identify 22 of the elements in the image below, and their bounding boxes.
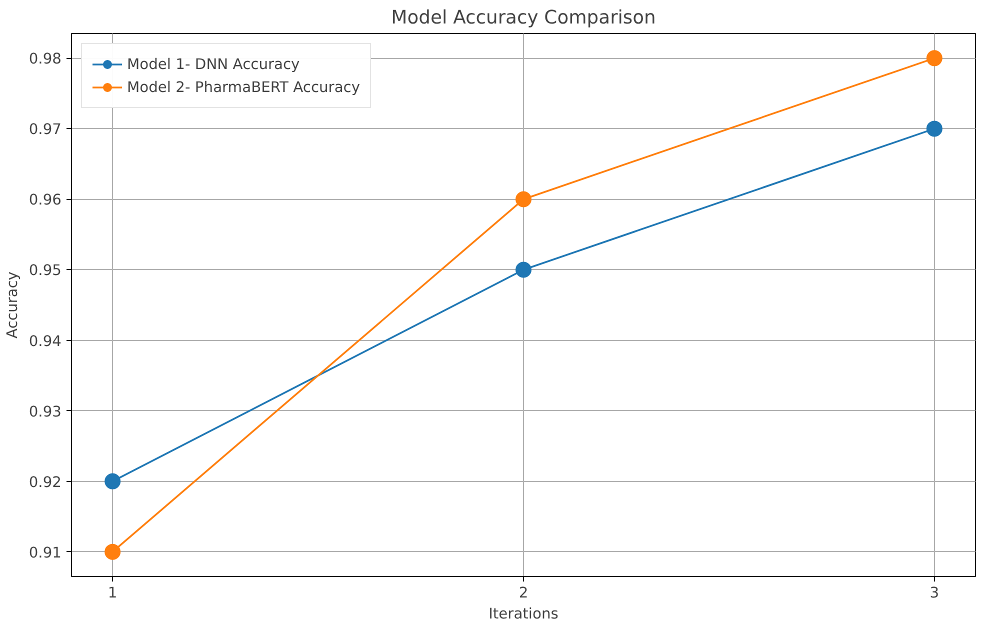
y-tick-label: 0.96 [28, 192, 62, 209]
point [104, 544, 121, 560]
x-tick-label: 3 [930, 584, 940, 602]
x-tick-label: 1 [108, 584, 118, 602]
point [926, 120, 942, 137]
y-tick-label: 0.92 [28, 474, 62, 491]
point [104, 473, 121, 490]
point [926, 50, 942, 66]
point [516, 191, 532, 208]
legend-label: Model 2- PharmaBERT Accuracy [127, 78, 360, 96]
chart-title: Model Accuracy Comparison [391, 8, 656, 28]
y-tick-label: 0.97 [28, 121, 62, 138]
y-axis-title: Accuracy [4, 271, 21, 338]
y-tick-label: 0.94 [28, 332, 62, 350]
point [516, 262, 532, 278]
x-axis-title: Iterations [488, 606, 558, 622]
legend-label: Model 1- DNN Accuracy [127, 56, 300, 72]
y-tick-label: 0.95 [28, 262, 62, 280]
x-tick-label: 2 [518, 584, 528, 602]
y-tick-label: 0.98 [28, 50, 62, 68]
y-tick-label: 0.93 [28, 403, 62, 420]
y-tick-label: 0.91 [28, 544, 62, 562]
